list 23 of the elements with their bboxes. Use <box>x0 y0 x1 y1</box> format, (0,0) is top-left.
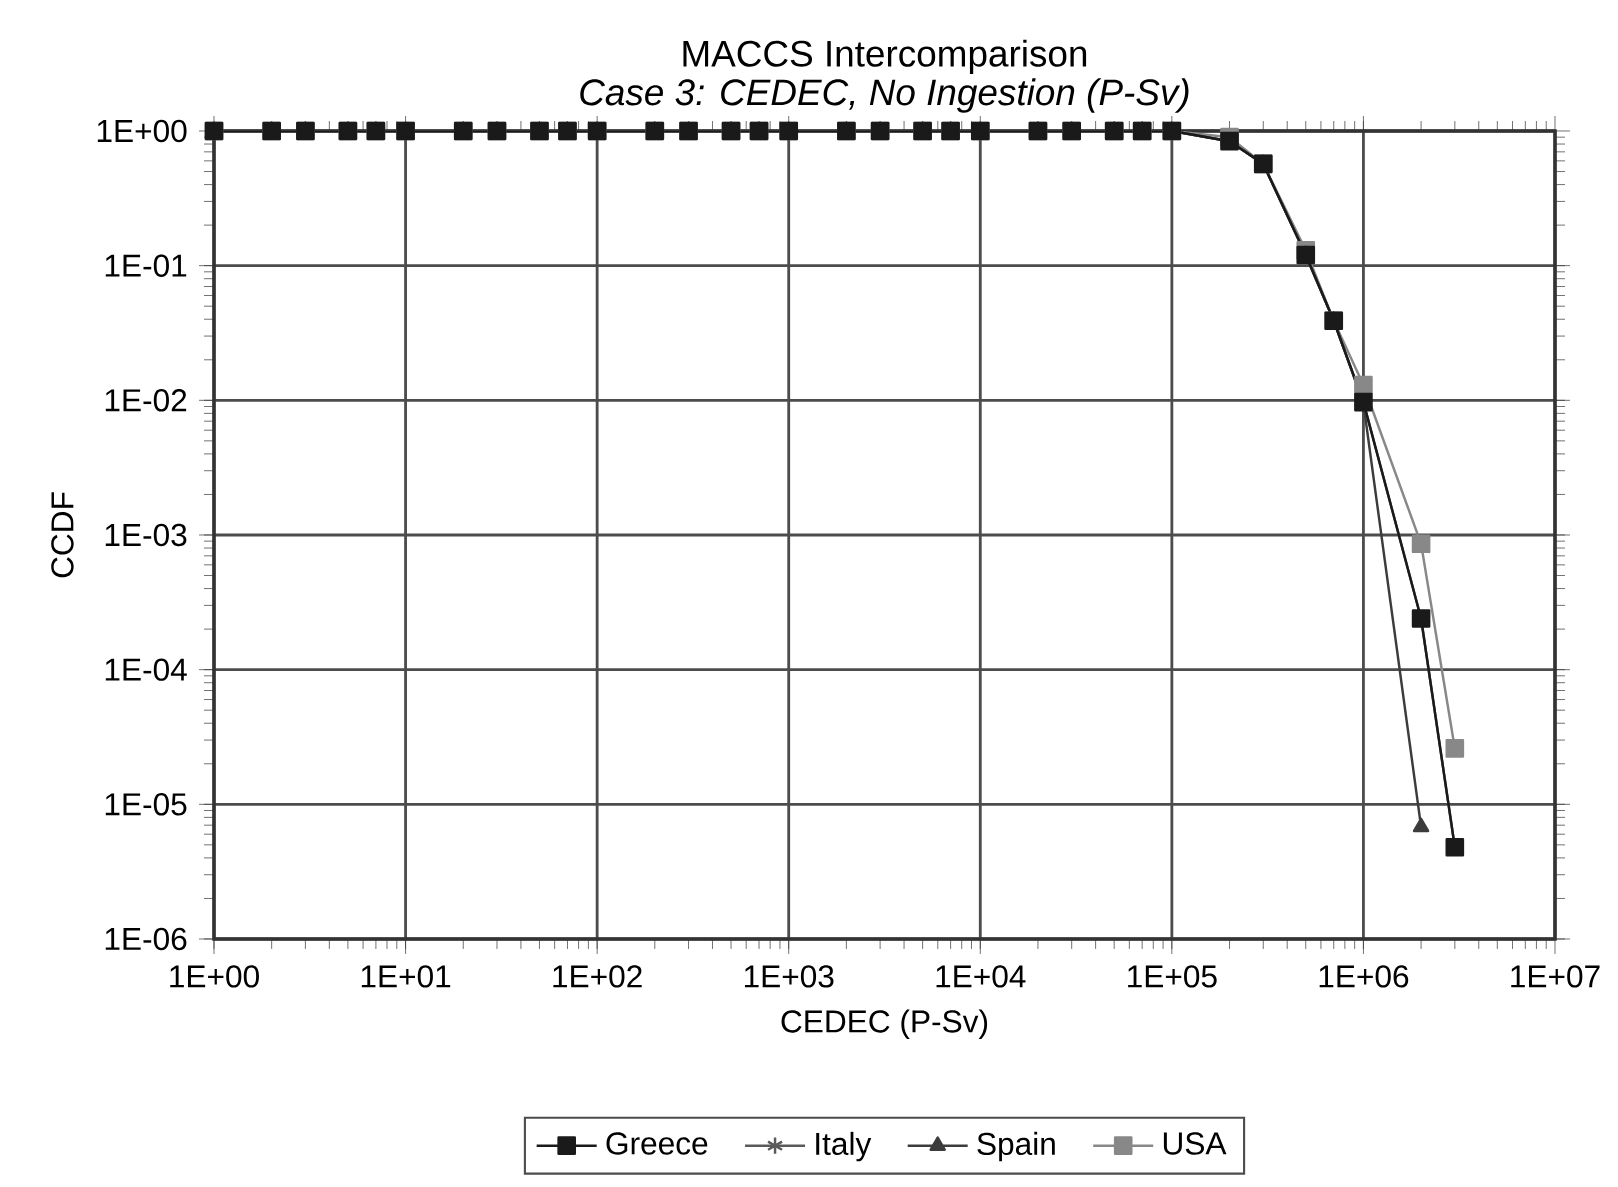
legend-label: Spain <box>977 1131 1055 1162</box>
x-tick-label: 1E+05 <box>1128 965 1217 988</box>
legend-label: Italy <box>816 1131 872 1162</box>
x-tick-label: 1E+02 <box>553 965 642 988</box>
y-tick-label: 1E-02 <box>105 389 187 412</box>
y-tick-label: 1E-04 <box>105 658 187 681</box>
y-axis-title: CCDF <box>51 492 74 578</box>
legend-label: Greece <box>606 1132 708 1155</box>
x-tick-label: 1E+00 <box>170 965 259 988</box>
chart-title: MACCS Intercomparison <box>683 39 1087 75</box>
y-tick-label: 1E-05 <box>105 793 187 816</box>
x-tick-label: 1E+01 <box>361 965 451 988</box>
legend-label: USA <box>1163 1132 1227 1155</box>
y-tick-label: 1E+00 <box>97 119 187 143</box>
y-tick-label: 1E-03 <box>105 523 187 547</box>
x-tick-label: 1E+03 <box>744 965 834 988</box>
y-tick-label: 1E-01 <box>105 254 187 277</box>
x-tick-label: 1E+07 <box>1511 965 1600 988</box>
x-tick-label: 1E+06 <box>1319 965 1409 988</box>
y-tick-label: 1E-06 <box>105 927 187 951</box>
x-axis-title: CEDEC (P-Sv) <box>781 1009 988 1039</box>
chart-subtitle: Case 3: CEDEC, No Ingestion (P-Sv) <box>580 78 1189 113</box>
x-tick-label: 1E+04 <box>936 965 1026 988</box>
